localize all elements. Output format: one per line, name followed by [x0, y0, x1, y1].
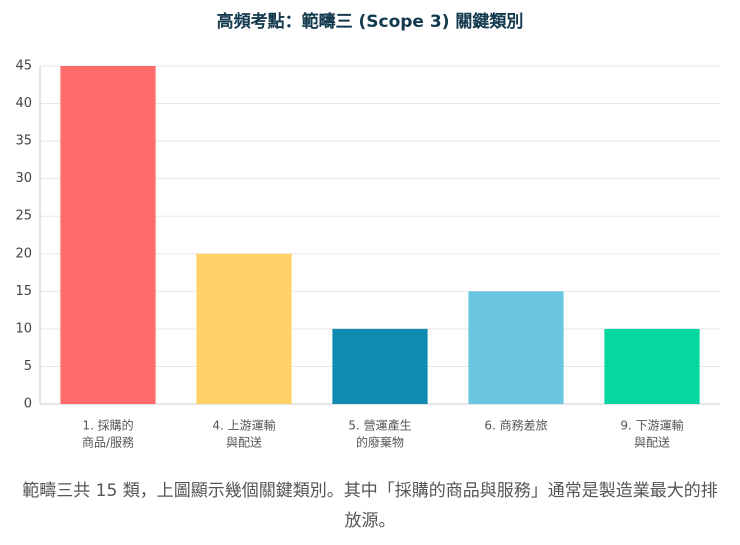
y-tick-label: 40 — [15, 96, 32, 111]
chart: 高頻考點：範疇三 (Scope 3) 關鍵類別 0 5 10 15 20 25 30 35 40… — [15, 11, 720, 450]
y-tick-label: 45 — [15, 59, 32, 74]
x-tick-label: 商品/服務 — [82, 435, 134, 450]
x-tick-label: 9. 下游運輸 — [620, 418, 683, 433]
x-tick-label: 6. 商務差旅 — [484, 418, 547, 433]
caption: 範疇三共 15 類，上圖顯示幾個關鍵類別。其中「採購的商品與服務」通常是製造業最… — [22, 481, 718, 531]
y-tick-label: 30 — [15, 171, 32, 186]
y-tick-label: 0 — [24, 397, 32, 412]
y-tick-label: 5 — [24, 359, 32, 374]
bar — [468, 291, 564, 404]
chart-title: 高頻考點：範疇三 (Scope 3) 關鍵類別 — [217, 11, 524, 32]
y-tick-label: 15 — [15, 284, 32, 299]
bar — [196, 253, 292, 404]
bar — [604, 328, 700, 404]
x-tick-label: 5. 營運產生 — [348, 418, 411, 433]
x-tick-label: 的廢棄物 — [356, 435, 404, 450]
x-tick-label: 4. 上游運輸 — [212, 418, 275, 433]
y-tick-label: 10 — [15, 321, 32, 336]
y-tick-label: 20 — [15, 246, 32, 261]
bar — [60, 66, 156, 404]
x-tick-label: 與配送 — [226, 435, 262, 450]
y-tick-label: 35 — [15, 134, 32, 149]
y-tick-label: 25 — [15, 209, 32, 224]
bar — [332, 328, 428, 404]
x-tick-label: 1. 採購的 — [82, 418, 133, 433]
x-tick-label: 與配送 — [634, 435, 670, 450]
